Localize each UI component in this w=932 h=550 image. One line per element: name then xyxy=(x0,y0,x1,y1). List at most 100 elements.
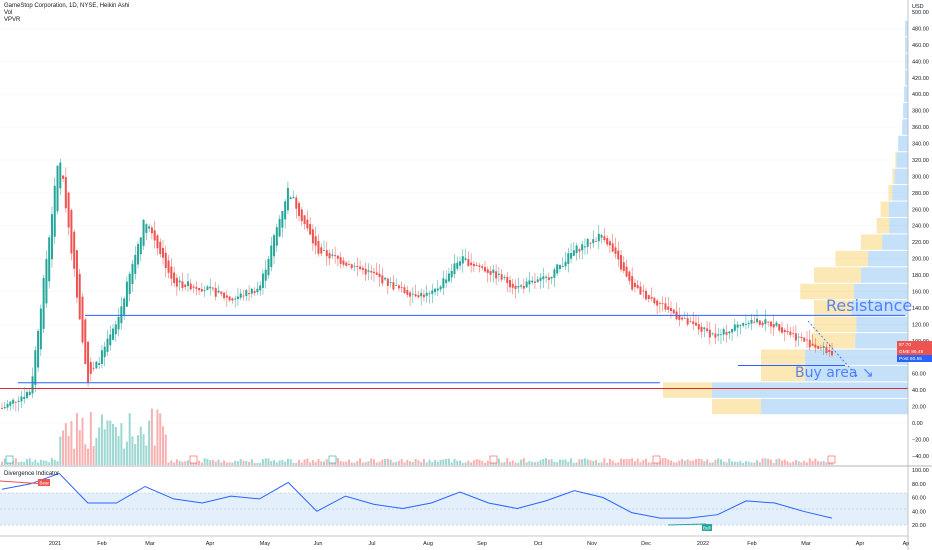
vpvr-label[interactable]: VPVR xyxy=(4,17,21,23)
candle-body xyxy=(450,270,453,278)
candle-body xyxy=(622,262,625,271)
time-axis[interactable]: 2021 Feb Mar Apr May Jun Jul Aug Sep Oct Nov Dec 202… xyxy=(49,541,909,547)
candle-body xyxy=(614,247,617,254)
volume-bar xyxy=(733,461,736,465)
volume-bar xyxy=(320,461,323,465)
price-tick-label: 440.00 xyxy=(912,59,929,65)
trend-arrow[interactable] xyxy=(807,320,859,378)
candle-body xyxy=(775,322,778,326)
candle-body xyxy=(678,315,681,320)
candle-body xyxy=(231,298,234,301)
volume-bar xyxy=(570,458,573,465)
volume-bar xyxy=(372,459,375,465)
indicator-title[interactable]: Divergence Indicator xyxy=(4,471,60,477)
volume-bar xyxy=(392,462,395,465)
candle-body xyxy=(800,336,803,339)
volume-bar xyxy=(453,458,456,465)
volume-bar xyxy=(553,461,556,465)
volume-bar xyxy=(284,461,287,465)
candle-body xyxy=(306,219,309,229)
horizontal-lines[interactable] xyxy=(0,314,908,389)
price-tick-label: 320.00 xyxy=(912,158,929,164)
candle-body xyxy=(336,255,339,259)
volume-bar xyxy=(717,458,720,465)
volume-bar xyxy=(309,462,312,465)
candle-body xyxy=(645,290,648,300)
vol-label[interactable]: Vol xyxy=(4,10,13,16)
volume-bar xyxy=(325,459,328,465)
volume-bar xyxy=(636,458,639,465)
volume-bar xyxy=(606,462,609,465)
candle-body xyxy=(828,350,831,353)
time-tick-label: Jun xyxy=(314,541,323,547)
price-axis[interactable]: 500.00 480.00 460.00 440.00 420.00 400.00 380.… xyxy=(912,10,929,460)
price-tag-text: GME 86.46 xyxy=(899,349,924,355)
candle-body xyxy=(661,303,664,305)
volume-bar xyxy=(50,458,53,465)
candle-body xyxy=(783,329,786,333)
volume-bar xyxy=(464,462,467,465)
volume-bar xyxy=(270,461,273,465)
candle-body xyxy=(658,303,661,304)
candle-body xyxy=(395,285,398,286)
volume-bar xyxy=(81,417,84,465)
candle-body xyxy=(186,281,189,286)
resistance-annotation[interactable]: Resistance xyxy=(826,296,913,315)
vp-bar-down xyxy=(895,152,897,168)
volume-bar xyxy=(56,461,59,465)
candle-body xyxy=(162,247,165,258)
volume-bar xyxy=(822,460,825,465)
volume-bar xyxy=(350,462,353,465)
volume-bar xyxy=(403,462,406,465)
candle-body xyxy=(267,258,270,276)
candle-body xyxy=(722,329,725,335)
volume-bar xyxy=(375,462,378,465)
candle-body xyxy=(411,293,414,295)
volume-bar xyxy=(400,459,403,465)
volume-bar xyxy=(175,459,178,465)
candle-body xyxy=(650,297,653,299)
earnings-markers[interactable] xyxy=(5,455,836,464)
candle-body xyxy=(533,281,536,283)
volume-bar xyxy=(170,460,173,465)
candle-body xyxy=(34,350,37,385)
time-tick-label: 2022 xyxy=(697,541,709,547)
volume-bar xyxy=(156,409,159,465)
volume-bar xyxy=(697,458,700,465)
candle-body xyxy=(17,400,20,402)
candle-body xyxy=(203,289,206,291)
volume-bar xyxy=(708,462,711,465)
candle-body xyxy=(125,281,128,307)
candle-body xyxy=(75,250,78,298)
volume-bar xyxy=(245,460,248,465)
candle-body xyxy=(245,290,248,296)
candle-body xyxy=(400,286,403,288)
candle-body xyxy=(778,324,781,331)
volume-bar xyxy=(547,459,550,465)
volume-bar xyxy=(28,458,31,465)
volume-bar xyxy=(317,459,320,465)
volume-bar xyxy=(37,462,40,465)
candle-body xyxy=(672,309,675,314)
volume-bar xyxy=(767,458,770,465)
volume-bar xyxy=(694,459,697,465)
vp-bar-up xyxy=(854,283,908,300)
vp-bar-up xyxy=(905,37,908,53)
symbol-line[interactable]: GameStop Corporation, 1D, NYSE, Heikin A… xyxy=(4,3,130,9)
candles xyxy=(1,158,833,412)
candle-body xyxy=(475,265,478,266)
volume-bar xyxy=(539,460,542,465)
volume-bar xyxy=(728,458,731,465)
candle-body xyxy=(389,282,392,283)
volume-bar xyxy=(103,429,106,465)
candle-body xyxy=(794,333,797,341)
volume-bar xyxy=(558,459,561,465)
volume-bar xyxy=(59,436,62,465)
candle-body xyxy=(372,271,375,274)
candle-body xyxy=(261,273,264,288)
candle-body xyxy=(567,253,570,265)
buy-area-annotation[interactable]: Buy area ↘ xyxy=(795,365,874,381)
candle-body xyxy=(189,283,192,290)
candle-body xyxy=(378,273,381,278)
